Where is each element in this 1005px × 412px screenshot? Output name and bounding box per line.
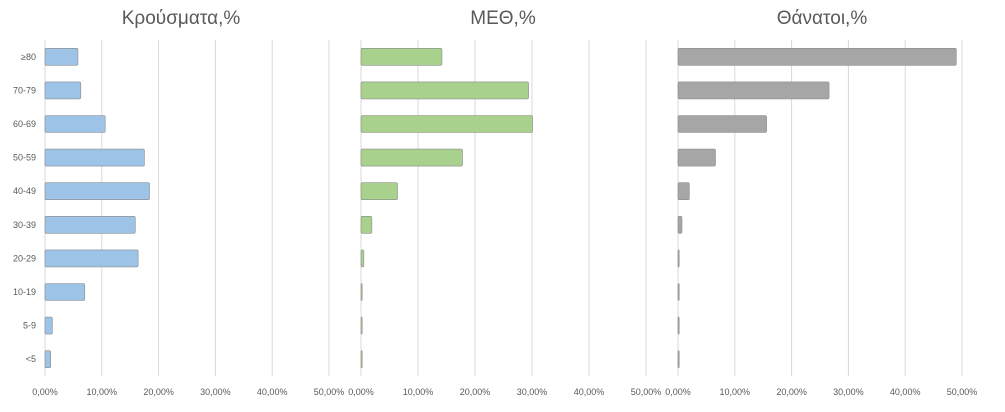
bar-cases xyxy=(44,249,139,268)
category-label-cases: ≥80 xyxy=(21,52,36,62)
bar-icu xyxy=(360,283,363,301)
x-tick-label-deaths: 30,00% xyxy=(833,387,864,397)
bar-cases xyxy=(44,316,53,335)
panel-deaths: Θάνατοι,% 0,00% 10,00% 20,00% 30,00% 40,00% 5… xyxy=(665,8,977,397)
bar-icu xyxy=(360,316,363,335)
panel-icu: ΜΕΘ,% 0,00% 10,00% 20,00% 30,00% 40,00% 50,00… xyxy=(348,8,661,397)
bar-icu xyxy=(360,182,398,200)
x-tick-label-cases: 0,00% xyxy=(32,387,58,397)
bar-cases xyxy=(44,216,136,234)
bar-icu xyxy=(360,115,533,133)
bar-deaths xyxy=(677,316,680,335)
chart-title-deaths: Θάνατοι,% xyxy=(777,8,868,29)
x-tick-label-icu: 20,00% xyxy=(460,387,491,397)
category-label-cases: 60-69 xyxy=(13,119,36,129)
x-tick-label-deaths: 10,00% xyxy=(720,387,751,397)
category-label-cases: 10-19 xyxy=(13,287,36,297)
x-tick-label-deaths: 20,00% xyxy=(776,387,807,397)
bar-cases xyxy=(44,283,86,301)
category-label-cases: 40-49 xyxy=(13,186,36,196)
category-label-cases: 5-9 xyxy=(23,321,36,331)
x-tick-label-icu: 0,00% xyxy=(348,387,374,397)
chart-title-cases: Κρούσματα,% xyxy=(122,8,241,29)
bar-icu xyxy=(360,148,463,167)
bar-deaths xyxy=(677,148,716,167)
panel-cases: Κρούσματα,% 0,00% 10,00% 20,00% 30,00% 40,00… xyxy=(13,8,344,397)
bar-deaths xyxy=(677,47,957,66)
x-tick-label-icu: 10,00% xyxy=(403,387,434,397)
category-label-cases: <5 xyxy=(26,354,36,364)
x-tick-label-deaths: 40,00% xyxy=(890,387,921,397)
bar-cases xyxy=(44,148,145,167)
bar-icu xyxy=(360,81,529,100)
bar-cases xyxy=(44,182,150,200)
bar-deaths xyxy=(677,115,767,133)
category-label-cases: 70-79 xyxy=(13,85,36,95)
x-tick-label-cases: 40,00% xyxy=(257,387,288,397)
x-tick-label-icu: 50,00% xyxy=(631,387,662,397)
bar-cases xyxy=(44,81,82,100)
x-tick-label-icu: 40,00% xyxy=(574,387,605,397)
bar-icu xyxy=(360,47,443,66)
bar-deaths xyxy=(677,81,830,100)
category-label-cases: 50-59 xyxy=(13,153,36,163)
x-tick-label-cases: 30,00% xyxy=(200,387,231,397)
bar-icu xyxy=(360,350,363,369)
bar-deaths xyxy=(677,350,680,369)
bar-deaths xyxy=(677,182,690,200)
bar-icu xyxy=(360,216,373,234)
bar-icu xyxy=(360,249,365,268)
x-tick-label-cases: 20,00% xyxy=(143,387,174,397)
bar-cases xyxy=(44,115,106,133)
bar-deaths xyxy=(677,283,680,301)
chart-title-icu: ΜΕΘ,% xyxy=(470,8,536,29)
x-tick-label-cases: 10,00% xyxy=(87,387,118,397)
bar-cases xyxy=(44,350,51,369)
x-tick-label-deaths: 0,00% xyxy=(665,387,691,397)
category-label-cases: 20-29 xyxy=(13,253,36,263)
x-tick-label-icu: 30,00% xyxy=(517,387,548,397)
category-label-cases: 30-39 xyxy=(13,220,36,230)
bar-cases xyxy=(44,47,79,66)
bar-deaths xyxy=(677,249,680,268)
x-tick-label-cases: 50,00% xyxy=(314,387,345,397)
x-tick-label-deaths: 50,00% xyxy=(947,387,978,397)
bar-deaths xyxy=(677,216,683,234)
